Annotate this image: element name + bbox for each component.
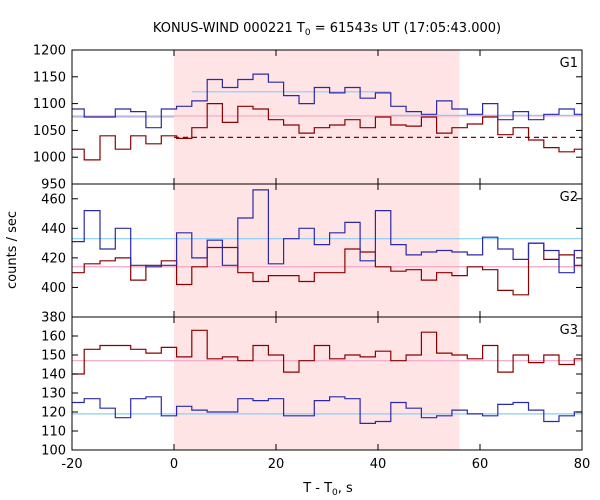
count-rate-histogram	[72, 396, 582, 424]
x-tick-label: 20	[268, 457, 285, 472]
x-tick-label: 40	[370, 457, 387, 472]
x-tick-label: 60	[472, 457, 489, 472]
x-tick-label: -20	[61, 457, 82, 472]
panel-label: G1	[560, 56, 578, 71]
panel-label: G3	[560, 323, 578, 338]
signal-interval-shading	[174, 50, 460, 184]
y-tick-label: 100	[41, 444, 66, 459]
y-tick-label: 120	[41, 406, 66, 421]
y-tick-label: 1200	[33, 44, 66, 59]
y-tick-label: 1100	[33, 97, 66, 112]
y-tick-label: 160	[41, 330, 66, 345]
panel-label: G2	[560, 190, 578, 205]
count-rate-histogram	[72, 103, 582, 161]
x-tick-label: 80	[574, 457, 591, 472]
x-tick-label: 0	[170, 457, 178, 472]
count-rate-histogram	[72, 189, 582, 274]
signal-interval-shading	[174, 317, 460, 450]
count-rate-histogram	[72, 329, 582, 375]
plot-area: 95010001050110011501200G1380400420440460…	[33, 44, 590, 473]
count-rate-histogram	[72, 242, 582, 296]
y-tick-label: 1150	[33, 70, 66, 85]
y-tick-label: 1000	[33, 151, 66, 166]
y-tick-label: 460	[41, 192, 66, 207]
y-tick-label: 400	[41, 281, 66, 296]
y-tick-label: 440	[41, 222, 66, 237]
count-rate-histogram	[72, 73, 582, 129]
y-tick-label: 140	[41, 368, 66, 383]
y-tick-label: 380	[41, 311, 66, 326]
y-tick-label: 1050	[33, 124, 66, 139]
panel-g2: 380 400 420 440 460 G2	[41, 183, 583, 326]
y-tick-label: 950	[41, 178, 66, 193]
y-axis-label: counts / sec	[5, 211, 20, 289]
y-tick-label: 110	[41, 425, 66, 440]
x-axis-label: T - T0, s	[302, 481, 353, 498]
y-tick-label: 420	[41, 251, 66, 266]
panel-g1: 950 1000 1050 1100 1150 1200 G1	[33, 44, 583, 193]
y-tick-label: 130	[41, 387, 66, 402]
y-tick-label: 150	[41, 349, 66, 364]
panel-g3: 100 110 120 130 140 150 160 G3	[41, 316, 583, 459]
chart-title: KONUS-WIND 000221 T0 = 61543s UT (17:05:…	[153, 21, 501, 38]
signal-interval-shading	[174, 184, 460, 317]
panel-frame	[71, 316, 583, 451]
